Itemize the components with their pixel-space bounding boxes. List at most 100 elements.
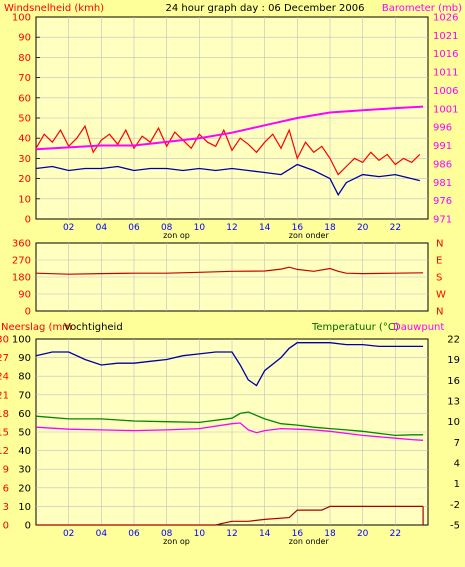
x-tick-label: 16: [292, 223, 304, 233]
humidity-line: [35, 342, 424, 387]
humidity-tick-label: 10: [18, 502, 31, 513]
humidity-tick-label: 80: [18, 372, 31, 383]
direction-tick-label: 270: [12, 256, 31, 267]
direction-tick-label: 90: [18, 290, 31, 301]
x-tick-label: 02: [63, 223, 74, 233]
x-tick-label: 22: [390, 223, 401, 233]
x-tick-label: 02: [63, 529, 74, 539]
barometer-tick-label: 1006: [433, 86, 458, 97]
rain-axis-title: Neerslag (mm: [1, 322, 72, 333]
dewpoint-line: [35, 422, 424, 441]
x-tick-label: 14: [259, 223, 271, 233]
rain-tick-label: 9: [3, 465, 9, 476]
humidity-tick-label: 0: [25, 521, 31, 532]
x-tick-label: 20: [357, 223, 369, 233]
barometer-tick-label: 981: [433, 178, 452, 189]
x-tick-label: 04: [96, 529, 108, 539]
wind-direction-panel: 0 N 90 W 180 S 270 E 360 N: [12, 239, 446, 318]
wind-average-line: [35, 163, 420, 197]
wind-tick-label: 100: [12, 13, 31, 24]
page-title: 24 hour graph day : 06 December 2006: [166, 3, 365, 14]
rain-tick-label: 21: [0, 390, 9, 401]
temperature-tick-label: 19: [447, 355, 460, 366]
humidity-axis-title: Vochtigheid: [64, 322, 123, 333]
compass-tick-label: W: [436, 290, 446, 301]
sunset-label: zon onder: [289, 537, 330, 546]
sunset-label: zon onder: [289, 231, 330, 240]
x-tick-label: 06: [128, 529, 140, 539]
humidity-tick-label: 100: [12, 335, 31, 346]
wind-tick-label: 80: [18, 53, 31, 64]
wind-tick-label: 30: [18, 154, 31, 165]
barometer-tick-label: 996: [433, 123, 452, 134]
rain-tick-label: 24: [0, 372, 9, 383]
rain-tick-label: 6: [3, 483, 9, 494]
x-tick-label: 12: [226, 529, 237, 539]
temperature-tick-label: 1: [454, 479, 460, 490]
direction-tick-label: 360: [12, 239, 31, 250]
compass-tick-label: N: [436, 239, 443, 250]
temperature-axis-title: Temperatuur (°C): [311, 322, 399, 333]
wind-tick-label: 60: [18, 93, 31, 104]
humidity-tick-label: 70: [18, 390, 31, 401]
x-tick-label: 10: [194, 223, 206, 233]
temperature-tick-label: -2: [450, 500, 460, 511]
x-tick-label: 14: [259, 529, 271, 539]
x-tick-label: 08: [161, 529, 173, 539]
rain-tick-label: 0: [3, 521, 9, 532]
x-tick-label: 06: [128, 223, 140, 233]
temperature-tick-label: 7: [454, 438, 460, 449]
barometer-tick-label: 1001: [433, 104, 458, 115]
x-tick-label: 04: [96, 223, 108, 233]
humidity-tick-label: 40: [18, 446, 31, 457]
temperature-tick-label: 10: [447, 417, 460, 428]
temperature-line: [35, 411, 424, 437]
compass-tick-label: N: [436, 307, 443, 318]
wind-direction-line: [35, 266, 424, 275]
rain-tick-label: 27: [0, 353, 9, 364]
barometer-tick-label: 1016: [433, 49, 458, 60]
sunrise-label: zon op: [163, 231, 190, 240]
wind-tick-label: 50: [18, 114, 31, 125]
temperature-tick-label: -5: [450, 521, 460, 532]
compass-tick-label: S: [436, 273, 442, 284]
barometer-line: [35, 105, 424, 151]
rain-tick-label: 3: [3, 502, 9, 513]
barometer-tick-label: 976: [433, 196, 452, 207]
x-tick-label: 20: [357, 529, 369, 539]
direction-tick-label: 180: [12, 273, 31, 284]
humidity-tick-label: 20: [18, 483, 31, 494]
barometer-tick-label: 971: [433, 215, 452, 226]
sunrise-label: zon op: [163, 537, 190, 546]
wind-tick-label: 10: [18, 194, 31, 205]
barometer-tick-label: 991: [433, 141, 452, 152]
temperature-tick-label: 4: [454, 459, 460, 470]
x-tick-label: 16: [292, 529, 304, 539]
x-tick-label: 18: [324, 529, 336, 539]
x-tick-label: 22: [390, 529, 401, 539]
rain-tick-label: 18: [0, 409, 9, 420]
x-tick-label: 12: [226, 223, 237, 233]
rain-tick-label: 15: [0, 428, 9, 439]
humidity-tick-label: 60: [18, 409, 31, 420]
wind-gust-line: [35, 124, 421, 176]
compass-tick-label: E: [436, 256, 442, 267]
wind-barometer-panel: 02 04 06 08 10 12 14 16 18 20 22 zon op zon onder 0 10…: [12, 13, 459, 241]
barometer-tick-label: 1011: [433, 68, 458, 79]
rain-line: [36, 505, 424, 526]
rain-tick-label: 30: [0, 335, 9, 346]
dewpoint-axis-title: Dauwpunt: [393, 322, 444, 333]
wind-axis-title: Windsnelheid (kmh): [4, 3, 104, 14]
wind-tick-label: 90: [18, 33, 31, 44]
wind-tick-label: 70: [18, 73, 31, 84]
barometer-axis-title: Barometer (mb): [382, 3, 462, 14]
humidity-tick-label: 50: [18, 428, 31, 439]
barometer-tick-label: 1021: [433, 31, 458, 42]
wind-tick-label: 0: [25, 215, 31, 226]
temperature-tick-label: 16: [447, 376, 460, 387]
wind-tick-label: 40: [18, 134, 31, 145]
x-tick-label: 08: [161, 223, 173, 233]
humidity-tick-label: 90: [18, 353, 31, 364]
